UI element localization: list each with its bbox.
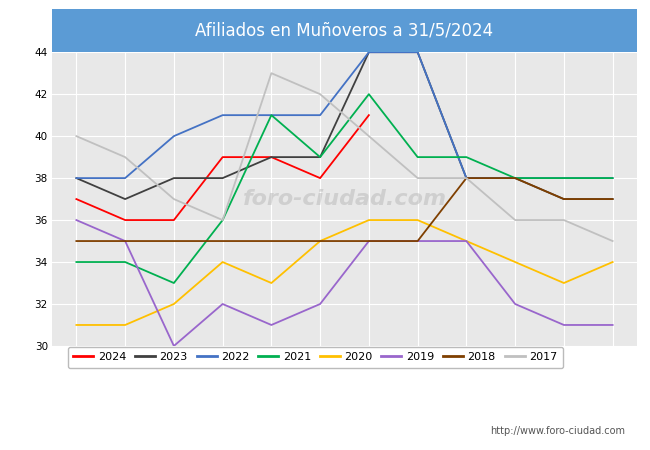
Text: Afiliados en Muñoveros a 31/5/2024: Afiliados en Muñoveros a 31/5/2024: [196, 22, 493, 40]
Text: http://www.foro-ciudad.com: http://www.foro-ciudad.com: [490, 426, 625, 436]
Text: foro-ciudad.com: foro-ciudad.com: [242, 189, 447, 209]
Legend: 2024, 2023, 2022, 2021, 2020, 2019, 2018, 2017: 2024, 2023, 2022, 2021, 2020, 2019, 2018…: [68, 347, 563, 368]
